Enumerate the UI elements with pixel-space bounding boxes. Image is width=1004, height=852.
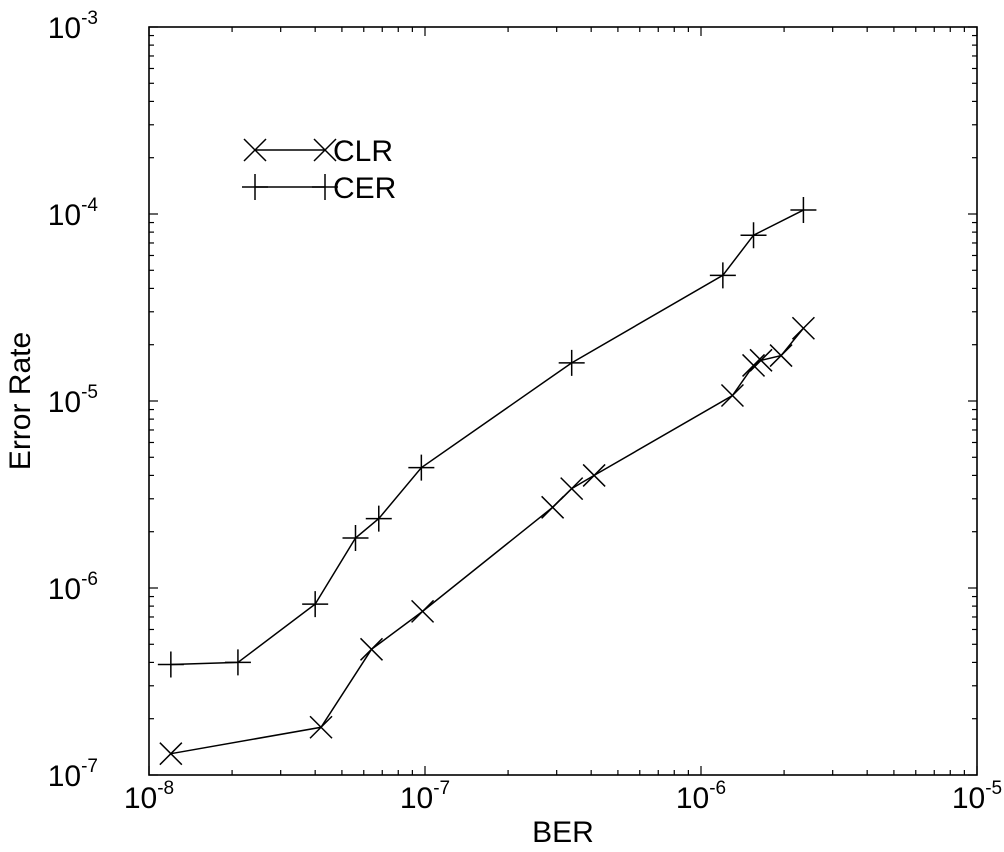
plus-marker (709, 262, 736, 289)
plus-marker (242, 174, 268, 200)
x-tick-label: 10-8 (124, 778, 174, 815)
series-clr (159, 316, 815, 766)
plus-marker (312, 174, 338, 200)
x-marker (560, 477, 584, 501)
x-marker (749, 348, 773, 372)
series-line-cer (170, 209, 804, 666)
plus-marker (408, 454, 435, 481)
x-marker (411, 599, 435, 623)
legend-label: CLR (333, 135, 393, 168)
series-line-clr (170, 327, 804, 755)
plus-marker (790, 197, 817, 224)
plus-marker (558, 349, 585, 376)
plus-marker (224, 649, 251, 676)
y-axis-label: Error Rate (4, 332, 37, 470)
plus-marker (157, 651, 184, 678)
plus-marker (365, 505, 392, 532)
legend-entry-clr: CLR (243, 135, 393, 168)
x-marker (309, 715, 333, 739)
y-tick-label: 10-6 (48, 569, 98, 606)
x-tick-label: 10-7 (400, 778, 450, 815)
x-marker (742, 353, 766, 377)
x-marker (243, 138, 267, 162)
x-marker (359, 637, 384, 661)
y-tick-label: 10-3 (48, 8, 98, 45)
y-tick-label: 10-4 (48, 195, 99, 232)
legend-entry-cer: CER (242, 172, 396, 205)
plus-marker (302, 591, 329, 618)
plus-marker (740, 222, 767, 249)
plot-frame (148, 26, 978, 776)
axis-ticks (148, 26, 978, 776)
series-layer (157, 197, 817, 766)
x-tick-labels: 10-8 10-7 10-6 10-5 (124, 778, 1002, 815)
y-tick-labels: 10-7 10-6 10-5 10-4 10-3 (48, 8, 99, 793)
x-marker (313, 138, 337, 162)
x-marker (159, 742, 183, 766)
legend: CLR CER (242, 135, 396, 205)
x-axis-label: BER (532, 816, 594, 849)
y-tick-label: 10-7 (48, 756, 98, 793)
series-cer (157, 197, 817, 678)
x-marker (582, 463, 606, 487)
y-tick-label: 10-5 (48, 382, 98, 419)
x-tick-label: 10-5 (952, 778, 1002, 815)
legend-label: CER (333, 172, 396, 205)
x-marker (769, 344, 793, 368)
x-marker (791, 316, 815, 340)
x-tick-label: 10-6 (676, 778, 726, 815)
x-marker (720, 383, 744, 408)
plus-marker (342, 525, 369, 552)
x-marker (541, 495, 565, 519)
